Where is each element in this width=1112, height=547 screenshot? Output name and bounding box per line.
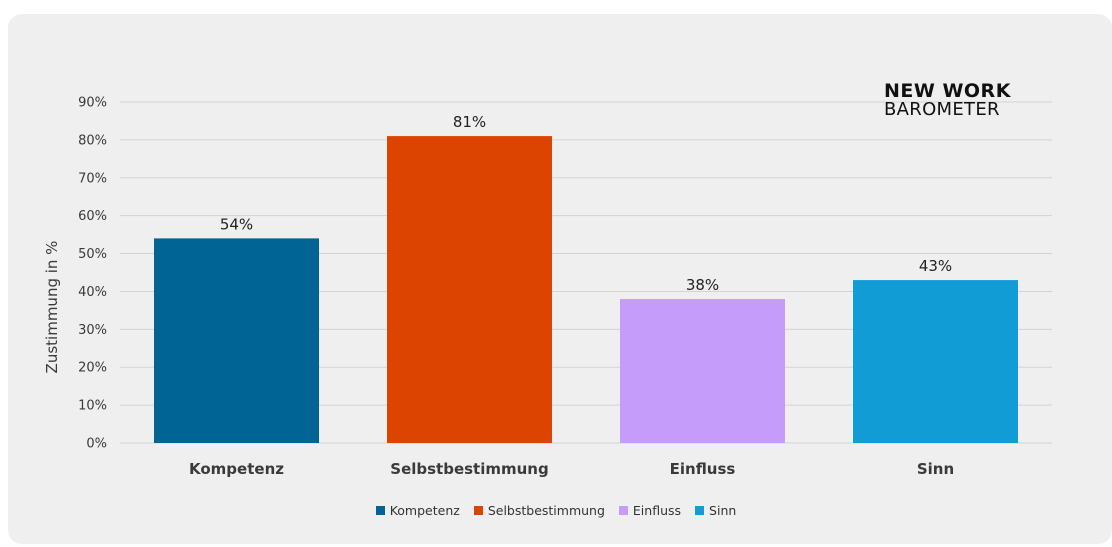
legend-swatch xyxy=(695,506,705,515)
bar-kompetenz xyxy=(154,238,319,443)
legend-swatch xyxy=(473,506,483,515)
y-tick-label: 50% xyxy=(78,247,107,262)
value-label: 81% xyxy=(453,113,486,131)
legend-item: Einfluss xyxy=(618,503,682,518)
category-label: Kompetenz xyxy=(189,460,284,478)
bar-sinn xyxy=(853,280,1018,443)
y-tick-label: 70% xyxy=(78,171,107,186)
bar-einfluss xyxy=(620,299,785,443)
y-tick-label: 20% xyxy=(78,361,107,376)
category-label: Einfluss xyxy=(670,460,736,478)
legend-item: Selbstbestimmung xyxy=(473,503,605,518)
legend-item: Sinn xyxy=(695,503,736,518)
new-work-barometer-logo: NEW WORK BAROMETER xyxy=(884,82,1011,119)
legend-label: Sinn xyxy=(709,503,737,518)
y-tick-label: 90% xyxy=(78,96,107,111)
y-axis-ticks: 0% 10% 20% 30% 40% 50% 60% 70% 80% 90% xyxy=(78,96,107,452)
y-tick-label: 0% xyxy=(86,437,107,452)
category-label: Selbstbestimmung xyxy=(390,460,548,478)
legend-label: Einfluss xyxy=(632,503,682,518)
chart-legend: Kompetenz Selbstbestimmung Einfluss Sinn xyxy=(0,503,1112,518)
y-axis-label: Zustimmung in % xyxy=(43,241,61,374)
y-tick-label: 80% xyxy=(78,133,107,148)
bar-selbstbestimmung xyxy=(387,136,552,443)
y-tick-label: 10% xyxy=(78,399,107,414)
y-tick-label: 60% xyxy=(78,209,107,224)
legend-item: Kompetenz xyxy=(375,503,460,518)
logo-line-2: BAROMETER xyxy=(884,99,1000,120)
value-label: 38% xyxy=(686,276,719,294)
value-labels: 54% 81% 38% 43% xyxy=(220,113,952,294)
y-tick-label: 30% xyxy=(78,323,107,338)
y-tick-label: 40% xyxy=(78,285,107,300)
legend-swatch xyxy=(618,506,628,515)
legend-swatch xyxy=(375,506,385,515)
x-axis-categories: Kompetenz Selbstbestimmung Einfluss Sinn xyxy=(189,460,954,478)
logo-line-1: NEW WORK xyxy=(884,80,1011,102)
value-label: 43% xyxy=(919,257,952,275)
bars xyxy=(154,136,1018,443)
category-label: Sinn xyxy=(917,460,954,478)
legend-label: Kompetenz xyxy=(389,503,460,518)
value-label: 54% xyxy=(220,215,253,233)
legend-label: Selbstbestimmung xyxy=(487,503,605,518)
